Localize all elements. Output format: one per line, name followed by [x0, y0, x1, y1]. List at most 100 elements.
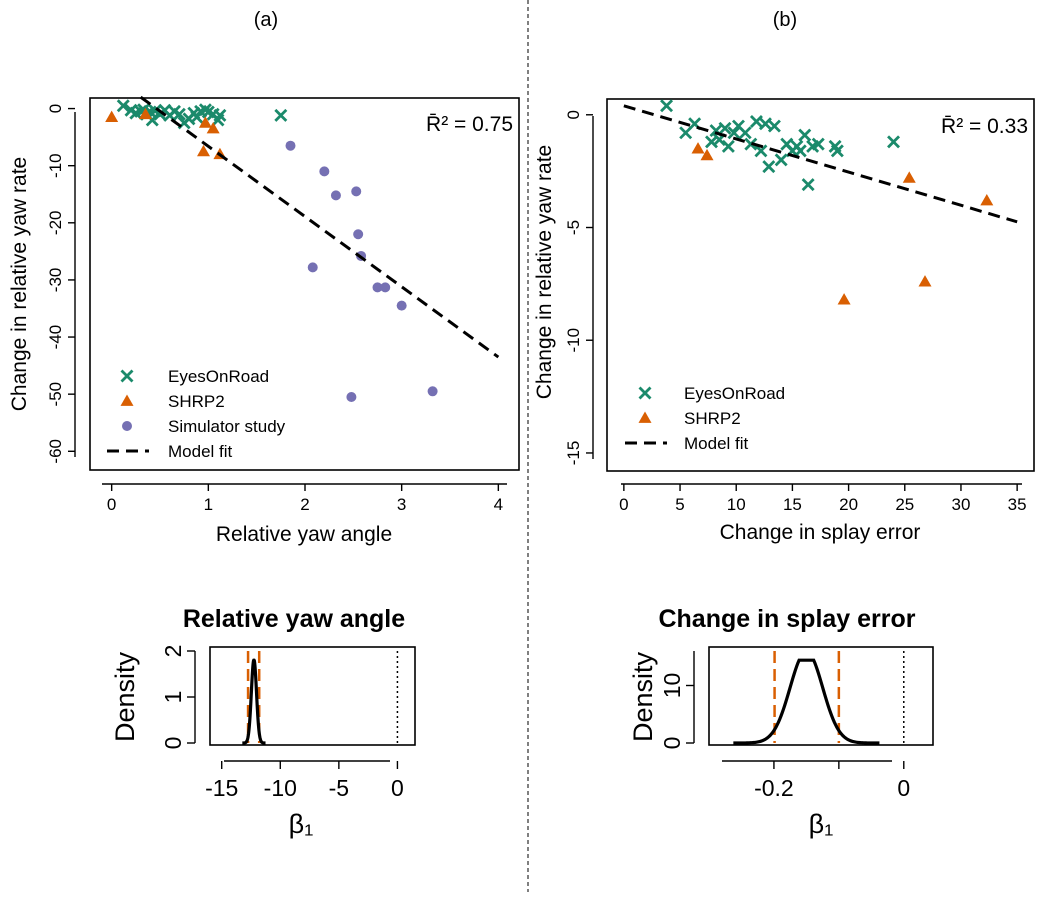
y-tick-label: 0: [46, 104, 65, 113]
data-point: [206, 122, 220, 134]
legend-label-fit-a: Model fit: [168, 442, 233, 461]
x-tick-label: 1: [204, 495, 213, 514]
density-x-tick-label: -0.2: [754, 775, 794, 801]
density-y-tick-label: 1: [160, 691, 186, 704]
legend-label-eyesonroad-a: EyesOnRoad: [168, 367, 269, 386]
data-point: [353, 229, 364, 240]
density-title-a: Relative yaw angle: [183, 605, 405, 633]
density-x-tick-label: -15: [205, 775, 238, 801]
density-panel-b: Change in splay error -0.2 0 0 10 β₁ Densit…: [628, 605, 934, 839]
y-tick-label: -5: [564, 220, 583, 235]
density-y-tick-label: 10: [659, 673, 685, 699]
x-axis-label-a: Relative yaw angle: [216, 523, 392, 546]
model-fit-line: [139, 95, 500, 359]
data-point: [105, 110, 119, 123]
y-tick-label: 0: [564, 110, 583, 119]
legend-b: EyesOnRoad SHRP2 Model fit: [625, 384, 785, 453]
data-point: [727, 126, 741, 140]
r2-label-b: R̄² = 0.33: [941, 115, 1028, 138]
density-y-label-a: Density: [110, 651, 140, 742]
y-axis-label-a: Change in relative yaw rate: [8, 157, 31, 411]
data-point: [700, 148, 714, 161]
data-point: [721, 139, 735, 153]
legend-label-shrp2-b: SHRP2: [684, 409, 741, 428]
y-tick-label: -10: [564, 328, 583, 353]
data-point: [801, 178, 815, 192]
y-tick-label: -20: [46, 211, 65, 236]
data-point: [213, 108, 227, 122]
data-point: [427, 386, 438, 397]
data-point: [718, 121, 732, 135]
x-tick-label: 0: [107, 495, 116, 514]
data-point: [830, 144, 844, 158]
x-tick-label: 25: [895, 495, 914, 514]
y-tick-label: -10: [46, 153, 65, 178]
data-point: [744, 137, 758, 151]
density-x-tick-label: 0: [897, 775, 910, 801]
legend-label-simulator-a: Simulator study: [168, 417, 286, 436]
data-point: [274, 108, 288, 122]
data-point: [660, 99, 674, 113]
legend-label-eyesonroad-b: EyesOnRoad: [684, 384, 785, 403]
data-point: [346, 392, 357, 403]
legend-symbol: [122, 421, 132, 431]
data-point: [887, 135, 901, 149]
density-x-tick-label: -5: [329, 775, 349, 801]
density-y-label-b: Density: [628, 651, 658, 742]
plot-frame-a: [89, 97, 520, 471]
data-point: [738, 126, 752, 140]
data-point: [811, 137, 825, 151]
y-tick-label: -30: [46, 268, 65, 293]
legend-symbol: [638, 386, 652, 400]
x-tick-label: 20: [839, 495, 858, 514]
density-y-tick-label: 0: [160, 737, 186, 750]
data-point: [396, 300, 407, 311]
density-title-b: Change in splay error: [658, 605, 915, 633]
data-point: [139, 107, 152, 120]
y-tick-label: -40: [46, 325, 65, 350]
x-tick-label: 35: [1008, 495, 1027, 514]
data-point: [918, 275, 932, 287]
y-tick-label: -60: [46, 439, 65, 464]
density-x-label-b: β₁: [809, 809, 834, 839]
plot-frame-b: [606, 98, 1035, 472]
data-point: [351, 186, 362, 197]
data-point: [798, 128, 812, 142]
data-point: [691, 142, 705, 154]
data-point: [758, 117, 772, 131]
data-point: [793, 144, 807, 158]
density-x-tick-label: 0: [391, 775, 404, 801]
x-tick-label: 0: [619, 495, 628, 514]
x-tick-label: 10: [727, 495, 746, 514]
data-point: [172, 107, 186, 121]
y-axis-label-b: Change in relative yaw rate: [533, 145, 556, 399]
data-point: [319, 166, 330, 177]
y-tick-label: -15: [564, 441, 583, 466]
data-point: [116, 99, 130, 113]
data-point: [754, 144, 768, 158]
legend-symbol: [638, 411, 652, 423]
panel-label-a: (a): [254, 9, 278, 31]
data-point: [774, 153, 788, 167]
data-point: [902, 171, 916, 183]
data-point: [380, 282, 391, 293]
data-point: [307, 262, 318, 273]
data-point: [767, 119, 781, 133]
y-tick-label: -50: [46, 382, 65, 407]
data-point: [837, 293, 851, 305]
x-tick-label: 5: [675, 495, 684, 514]
density-panel-a: Relative yaw angle -15 -10 -5 0 0 1 2 β₁ Densi…: [110, 605, 416, 839]
legend-label-fit-b: Model fit: [684, 434, 749, 453]
panel-label-b: (b): [773, 9, 797, 31]
model-fit-line: [623, 104, 1018, 224]
legend-symbol: [120, 369, 134, 383]
data-point: [749, 115, 763, 129]
x-tick-label: 15: [783, 495, 802, 514]
scatter-panel-b: 0 5 10 15 20 25 30 35 0 -5 -10 -15 Change in splay…: [533, 98, 1035, 544]
density-y-tick-label: 0: [659, 737, 685, 750]
data-point: [285, 140, 296, 151]
legend-label-shrp2-a: SHRP2: [168, 392, 225, 411]
density-curve: [733, 658, 880, 745]
density-x-label-a: β₁: [289, 809, 314, 839]
density-frame-b: [708, 646, 934, 746]
